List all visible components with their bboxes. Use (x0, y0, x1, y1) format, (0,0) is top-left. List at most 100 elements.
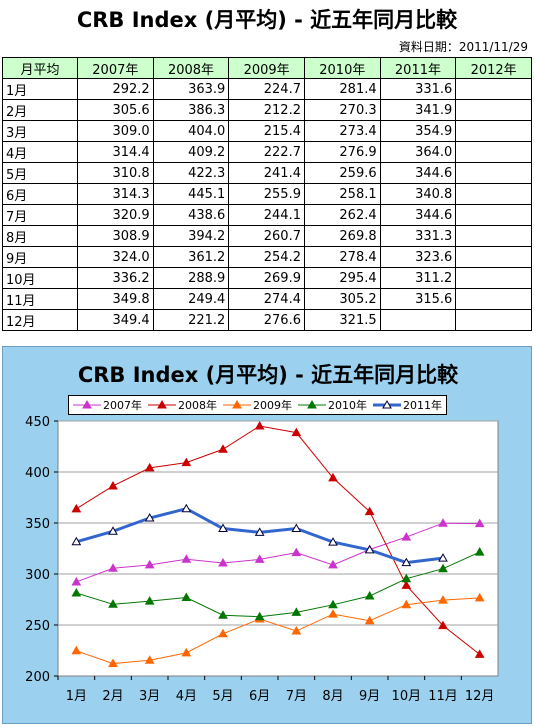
data-point (474, 547, 485, 556)
x-tick-label: 8月 (322, 689, 343, 704)
data-point (364, 615, 375, 625)
data-point (291, 607, 302, 616)
data-point (401, 599, 412, 609)
data-point (438, 518, 448, 527)
legend-item: 2008年 (148, 397, 217, 413)
table-row: 12月 349.4 221.2 276.6 321.5 (2, 309, 532, 331)
value-cell: 354.9 (379, 120, 457, 142)
chart-legend: 2007年 2008年 2009年 2010年 2011年 (68, 395, 447, 415)
legend-item: 2007年 (73, 397, 142, 413)
table-row: 11月 349.8 249.4 274.4 305.2 315.6 (2, 288, 532, 310)
data-point (71, 536, 82, 546)
x-tick-label: 6月 (249, 689, 270, 704)
data-point (438, 620, 448, 630)
legend-item: 2010年 (298, 397, 367, 413)
value-cell: 409.2 (152, 141, 230, 163)
table-header-cell: 2010年 (303, 57, 381, 79)
data-point (144, 559, 155, 569)
value-cell: 273.4 (303, 120, 381, 142)
chart-title: CRB Index (月平均) - 近五年同月比較 (77, 363, 459, 387)
data-point (254, 611, 265, 621)
data-point (401, 532, 412, 541)
data-point (438, 563, 448, 573)
data-point (71, 503, 82, 513)
table-row: 3月 309.0 404.0 215.4 273.4 354.9 (2, 120, 532, 142)
data-point (218, 444, 228, 453)
legend-swatch (373, 400, 401, 409)
value-cell: 321.5 (303, 309, 381, 331)
month-cell: 2月 (2, 99, 78, 121)
data-point (218, 557, 228, 567)
x-tick-label: 7月 (286, 689, 307, 704)
y-tick-label: 250 (25, 619, 50, 634)
data-point (291, 626, 302, 635)
value-cell: 262.4 (303, 204, 381, 226)
series-line-2008年 (76, 425, 480, 655)
value-cell: 349.8 (77, 288, 154, 310)
value-cell: 323.6 (379, 246, 457, 268)
data-point (328, 472, 338, 482)
value-cell: 308.9 (77, 225, 154, 247)
data-point (71, 587, 82, 597)
value-cell (455, 309, 532, 331)
x-tick-label: 11月 (428, 689, 458, 704)
data-point (181, 592, 192, 602)
data-point (108, 658, 118, 668)
data-point (401, 557, 412, 567)
data-point (181, 647, 192, 657)
x-tick-label: 1月 (66, 689, 87, 704)
data-point (71, 645, 82, 655)
value-cell: 305.6 (77, 99, 154, 121)
data-point (254, 420, 265, 430)
data-point (328, 609, 338, 618)
data-point (108, 480, 118, 490)
y-tick-label: 350 (25, 517, 50, 532)
data-point (401, 580, 412, 589)
table-row: 5月 310.8 422.3 241.4 259.6 344.6 (2, 162, 532, 184)
legend-swatch (148, 400, 176, 409)
data-date-label: 資料日期：2011/11/29 (398, 40, 528, 54)
value-cell: 324.0 (77, 246, 154, 268)
y-tick-label: 450 (25, 415, 50, 430)
data-point (181, 554, 192, 563)
month-cell: 4月 (2, 141, 78, 163)
table-body: 1月 292.2 363.9 224.7 281.4 331.6 2月 305.6 386.3 2… (2, 78, 532, 331)
legend-label: 2007年 (103, 399, 142, 412)
month-cell: 12月 (2, 309, 78, 331)
table-row: 10月 336.2 288.9 269.9 295.4 311.2 (2, 267, 532, 289)
data-point (364, 591, 375, 600)
x-tick-label: 9月 (359, 689, 380, 704)
data-point (254, 554, 265, 563)
value-cell: 386.3 (152, 99, 230, 121)
value-cell: 311.2 (379, 267, 457, 289)
legend-item: 2011年 (373, 397, 442, 413)
data-point (438, 595, 448, 604)
y-tick-label: 400 (25, 466, 50, 481)
data-point (401, 573, 412, 583)
table-header-cell: 月平均 (2, 57, 78, 79)
x-tick-label: 12月 (465, 689, 495, 704)
data-point (328, 599, 338, 609)
legend-swatch (298, 400, 326, 409)
data-point (71, 576, 82, 586)
data-point (474, 592, 485, 602)
value-cell: 269.8 (303, 225, 381, 247)
x-tick-label: 3月 (139, 689, 160, 704)
legend-label: 2009年 (253, 399, 292, 412)
data-point (218, 523, 228, 533)
series-line-2007年 (76, 522, 480, 583)
series-line-2009年 (76, 597, 480, 665)
x-tick-label: 5月 (212, 689, 233, 704)
crb-monthly-table: 月平均 2007年 2008年 2009年 2010年 2011年 2012年 1月 292.… (2, 57, 532, 331)
value-cell: 270.3 (303, 99, 381, 121)
value-cell: 292.2 (77, 78, 154, 100)
value-cell: 364.0 (379, 141, 457, 163)
plot-area (57, 420, 499, 677)
value-cell: 222.7 (228, 141, 305, 163)
value-cell: 221.2 (152, 309, 230, 331)
y-tick-label: 200 (25, 670, 50, 685)
legend-label: 2010年 (328, 399, 367, 412)
data-point (108, 526, 118, 535)
table-row: 9月 324.0 361.2 254.2 278.4 323.6 (2, 246, 532, 268)
data-point (328, 559, 338, 569)
